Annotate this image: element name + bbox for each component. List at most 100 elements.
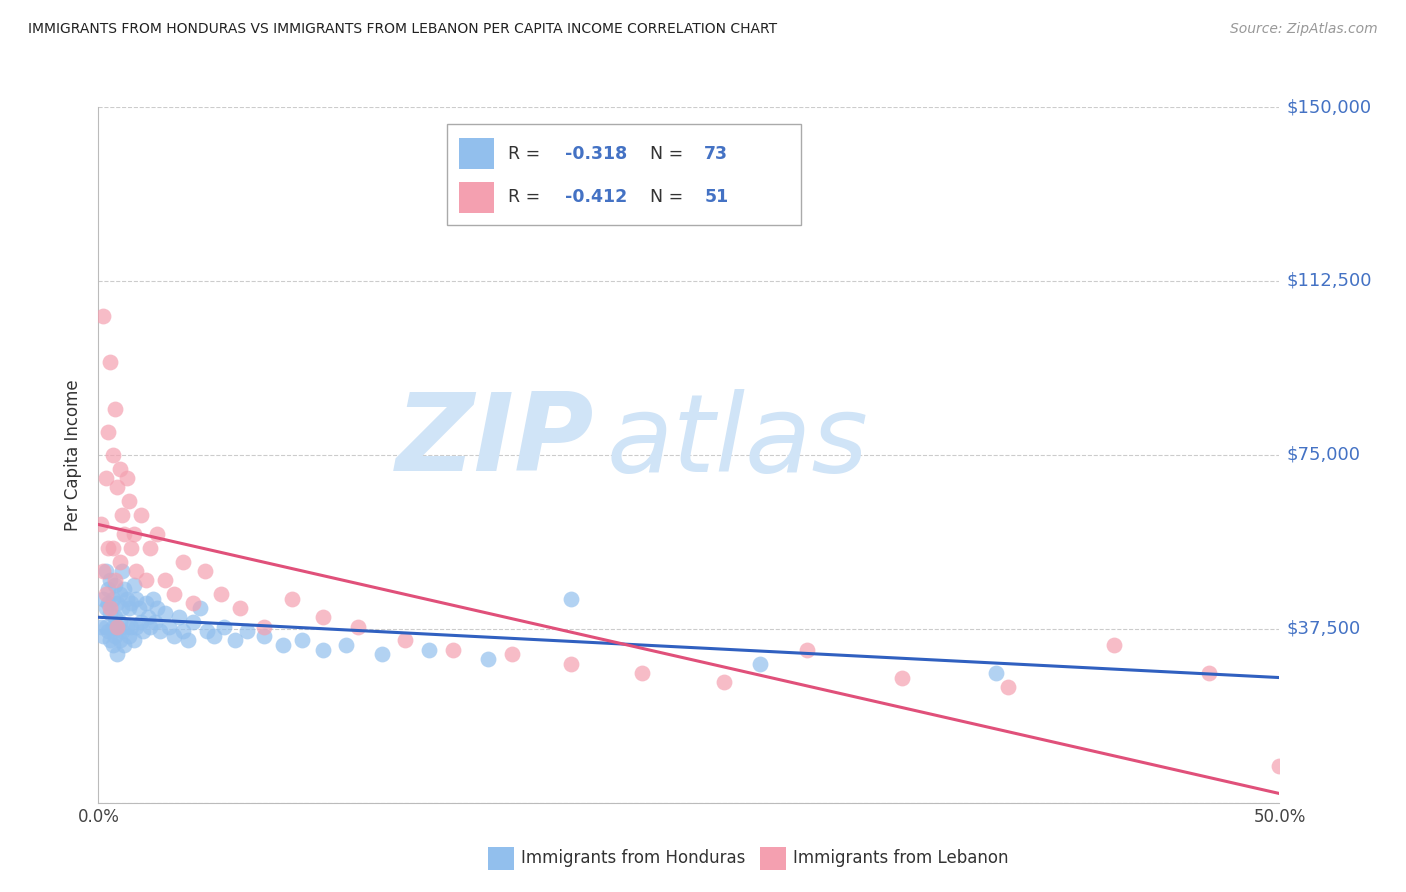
Point bbox=[97, 541, 120, 555]
Point bbox=[101, 541, 124, 555]
Point bbox=[394, 633, 416, 648]
Point bbox=[630, 665, 652, 680]
Point bbox=[748, 657, 770, 671]
Point bbox=[560, 591, 582, 606]
Point bbox=[104, 610, 127, 624]
Point bbox=[118, 494, 141, 508]
Point bbox=[98, 606, 121, 620]
Point bbox=[90, 517, 112, 532]
Text: 51: 51 bbox=[704, 188, 728, 206]
Point bbox=[163, 587, 186, 601]
Point bbox=[253, 629, 276, 643]
Point bbox=[371, 648, 394, 662]
Point bbox=[142, 591, 165, 606]
Point bbox=[477, 652, 499, 666]
Y-axis label: Per Capita Income: Per Capita Income bbox=[65, 379, 83, 531]
Point bbox=[194, 564, 217, 578]
Point bbox=[224, 633, 246, 648]
Point bbox=[153, 573, 176, 587]
Point bbox=[271, 638, 294, 652]
Point bbox=[105, 480, 128, 494]
Point bbox=[163, 629, 186, 643]
Point bbox=[122, 633, 145, 648]
Text: R =: R = bbox=[508, 145, 546, 162]
Point bbox=[167, 610, 190, 624]
Point bbox=[91, 629, 114, 643]
Point bbox=[105, 619, 128, 633]
Point bbox=[157, 619, 180, 633]
Point bbox=[146, 601, 169, 615]
FancyBboxPatch shape bbox=[458, 138, 494, 169]
Point bbox=[108, 615, 131, 629]
Point bbox=[111, 624, 134, 639]
Point bbox=[91, 591, 114, 606]
Point bbox=[890, 671, 912, 685]
Point bbox=[94, 619, 117, 633]
Point bbox=[105, 619, 128, 633]
Text: N =: N = bbox=[650, 145, 689, 162]
Point bbox=[253, 619, 276, 633]
Point bbox=[212, 619, 235, 633]
Point bbox=[94, 564, 117, 578]
Point bbox=[94, 471, 117, 485]
Point bbox=[97, 624, 120, 639]
Point bbox=[713, 675, 735, 690]
Point bbox=[112, 526, 135, 541]
Point bbox=[796, 642, 818, 657]
Point bbox=[236, 624, 259, 639]
Text: -0.318: -0.318 bbox=[565, 145, 627, 162]
Point bbox=[94, 601, 117, 615]
Point bbox=[105, 648, 128, 662]
Point bbox=[108, 462, 131, 476]
Point bbox=[118, 601, 141, 615]
Point bbox=[1268, 758, 1291, 772]
Point bbox=[101, 638, 124, 652]
Point bbox=[202, 629, 225, 643]
Point bbox=[281, 591, 304, 606]
Point bbox=[146, 526, 169, 541]
Point bbox=[139, 541, 162, 555]
Point bbox=[115, 591, 138, 606]
Point bbox=[312, 642, 335, 657]
Point bbox=[209, 587, 232, 601]
Point bbox=[122, 526, 145, 541]
Point bbox=[90, 619, 112, 633]
Point bbox=[98, 355, 121, 369]
Point bbox=[135, 596, 157, 610]
Point bbox=[181, 596, 204, 610]
Point bbox=[94, 587, 117, 601]
Point bbox=[129, 615, 152, 629]
FancyBboxPatch shape bbox=[759, 847, 786, 871]
Text: R =: R = bbox=[508, 188, 546, 206]
Point bbox=[418, 642, 440, 657]
Point bbox=[111, 601, 134, 615]
Text: $37,500: $37,500 bbox=[1286, 620, 1361, 638]
Text: N =: N = bbox=[650, 188, 689, 206]
Point bbox=[312, 610, 335, 624]
Point bbox=[181, 615, 204, 629]
Point bbox=[91, 309, 114, 323]
Point bbox=[122, 578, 145, 592]
Point bbox=[118, 629, 141, 643]
Point bbox=[1102, 638, 1125, 652]
Point bbox=[98, 601, 121, 615]
Point bbox=[125, 591, 148, 606]
Point bbox=[105, 596, 128, 610]
Point bbox=[290, 633, 312, 648]
Point bbox=[560, 657, 582, 671]
Point bbox=[125, 619, 148, 633]
Point bbox=[149, 624, 172, 639]
Point bbox=[98, 633, 121, 648]
Point bbox=[121, 619, 143, 633]
Point bbox=[101, 591, 124, 606]
Point bbox=[115, 619, 138, 633]
Text: Immigrants from Honduras: Immigrants from Honduras bbox=[522, 849, 745, 867]
Point bbox=[101, 448, 124, 462]
Point bbox=[188, 601, 211, 615]
Point bbox=[172, 555, 194, 569]
Text: $150,000: $150,000 bbox=[1286, 98, 1372, 116]
FancyBboxPatch shape bbox=[458, 182, 494, 213]
Point bbox=[104, 573, 127, 587]
Point bbox=[129, 508, 152, 523]
Point bbox=[347, 619, 370, 633]
